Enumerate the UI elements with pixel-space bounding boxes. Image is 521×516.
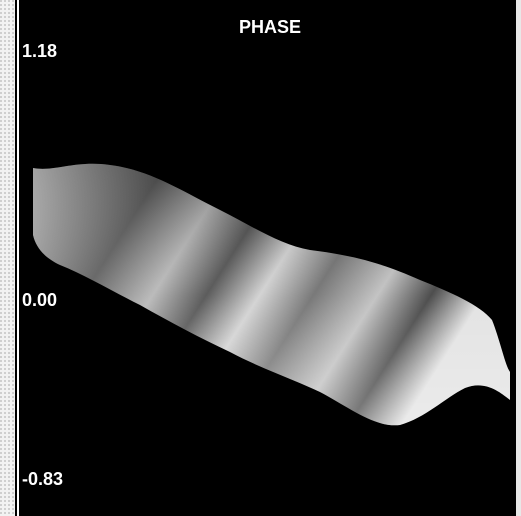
scale-label: -0.83 bbox=[22, 469, 63, 489]
page: {"title": "PHASE", "scale_labels": ["1.1… bbox=[0, 0, 521, 516]
scale-label: 1.18 bbox=[22, 41, 57, 61]
phase-viewer: PHASE 1.18 0.00 -0.83 bbox=[0, 0, 521, 516]
scale-label: 0.00 bbox=[22, 290, 57, 310]
right-border bbox=[516, 0, 521, 516]
title: PHASE bbox=[239, 17, 301, 37]
left-border bbox=[0, 0, 15, 516]
